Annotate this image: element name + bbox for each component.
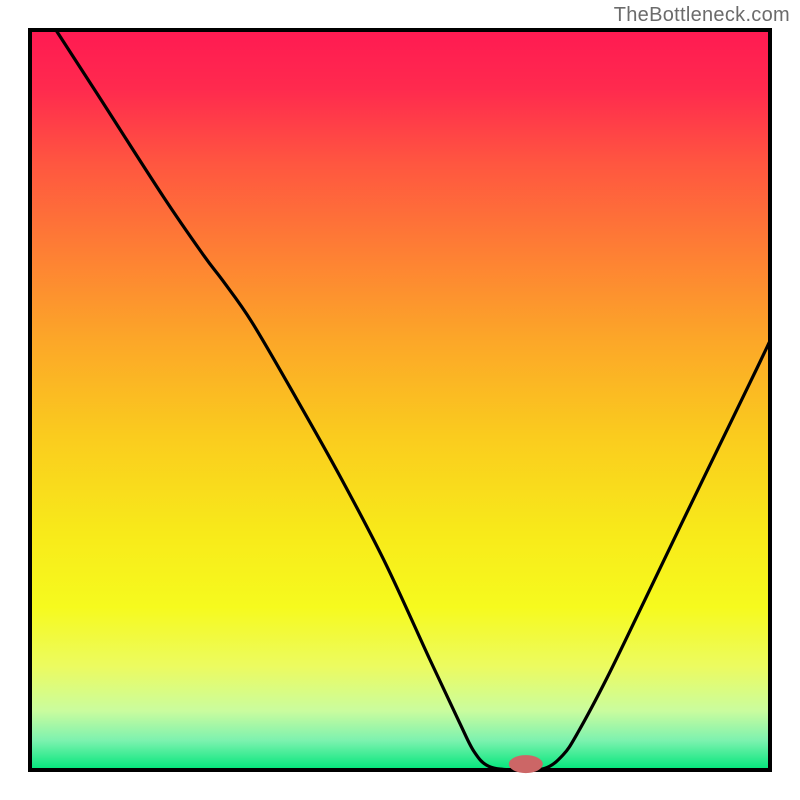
bottleneck-chart (0, 0, 800, 800)
watermark-label: TheBottleneck.com (614, 4, 790, 27)
chart-container: TheBottleneck.com (0, 0, 800, 800)
optimal-marker (509, 755, 543, 773)
gradient-background (30, 30, 770, 770)
